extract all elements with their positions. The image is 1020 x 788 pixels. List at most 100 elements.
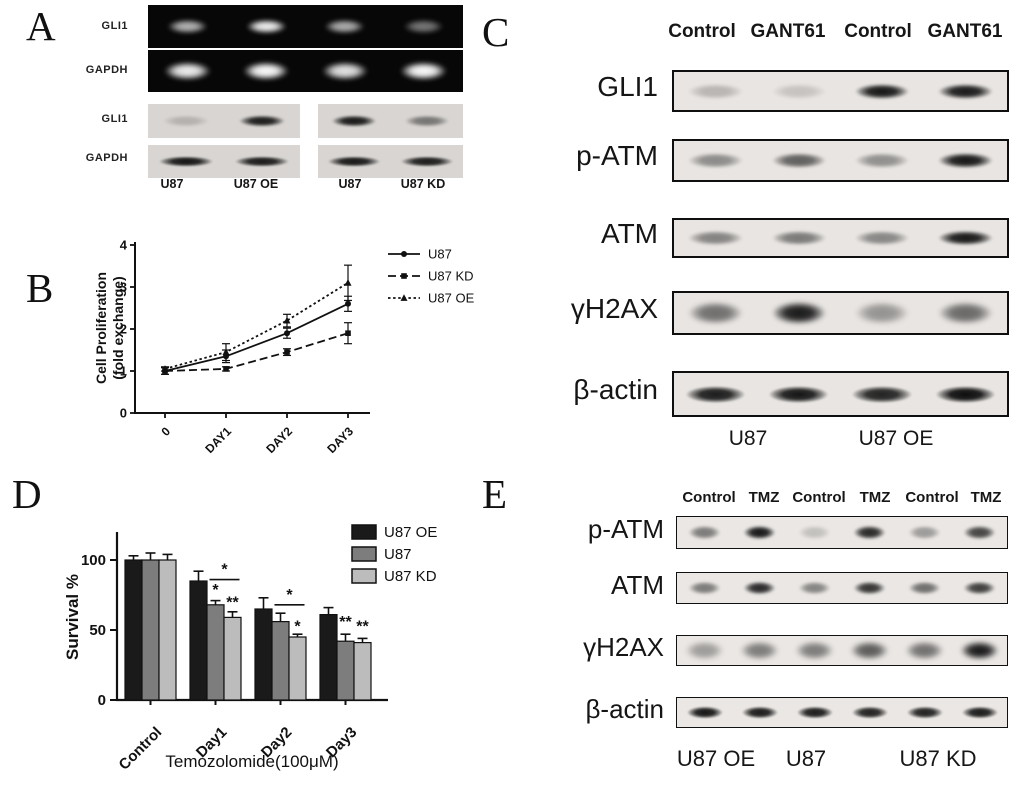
significance-star: **: [356, 618, 369, 635]
legend-entry: U87: [351, 546, 412, 563]
legend-label: U87 OE: [384, 524, 437, 541]
row-label-p-ATM: p-ATM: [587, 514, 664, 544]
row-label-wb-gli1: GLI1: [101, 113, 128, 125]
protein-band: [237, 60, 295, 82]
blot-row-ATM: [676, 572, 1008, 604]
lane-label: U87 KD: [400, 177, 446, 191]
lane-label: U87 OE: [233, 177, 279, 191]
row-label-p-ATM: p-ATM: [576, 140, 658, 171]
significance-star: *: [221, 562, 228, 579]
protein-band: [932, 229, 999, 247]
protein-band: [792, 704, 837, 721]
protein-band: [682, 299, 749, 327]
row-label-γH2AX: γH2AX: [570, 293, 658, 324]
y-tick-label: 1: [120, 364, 127, 379]
protein-band: [394, 154, 459, 169]
legend-swatch: [351, 546, 377, 562]
protein-band: [765, 81, 833, 101]
square-marker: [401, 273, 407, 279]
group-label: U87: [728, 427, 768, 450]
blot-row-GLI1: [672, 70, 1009, 112]
protein-band: [932, 299, 999, 327]
row-label-ATM: ATM: [611, 570, 664, 600]
bar: [288, 636, 307, 701]
protein-band: [241, 17, 291, 36]
significance-star: *: [286, 587, 293, 604]
column-header: TMZ: [748, 489, 780, 506]
protein-band: [845, 383, 919, 405]
column-header: Control: [844, 21, 912, 42]
significance-star: *: [294, 618, 301, 635]
significance-star: **: [339, 614, 352, 631]
protein-band: [395, 60, 452, 82]
protein-band: [316, 60, 374, 82]
group-label: U87: [785, 746, 827, 771]
protein-band: [794, 580, 835, 596]
legend-label: U87 KD: [384, 568, 437, 585]
protein-band: [682, 81, 749, 101]
protein-band: [901, 638, 948, 663]
square-marker: [345, 330, 351, 336]
lane-label: U87: [160, 177, 184, 191]
row-label-β-actin: β-actin: [573, 374, 658, 405]
panel-e-letter: E: [482, 471, 508, 517]
protein-band: [737, 704, 782, 721]
y-tick-label: 0: [98, 692, 106, 709]
wb-gapdh-strip-right: [318, 145, 463, 178]
protein-band: [928, 383, 1002, 405]
bar: [271, 620, 290, 701]
protein-band: [736, 638, 783, 663]
protein-band: [228, 154, 296, 169]
protein-band: [682, 229, 749, 247]
blot-row-γH2AX: [672, 291, 1009, 335]
protein-band: [684, 524, 725, 541]
y-axis-title: Cell Proliferation: [93, 272, 109, 384]
protein-band: [848, 150, 916, 171]
legend-entry: U87 KD: [351, 568, 437, 585]
legend-label: U87: [384, 546, 412, 563]
protein-band: [959, 524, 1000, 541]
protein-band: [681, 638, 728, 663]
protein-band: [765, 229, 833, 247]
protein-band: [678, 383, 753, 405]
y-tick-label: 0: [120, 406, 127, 421]
protein-band: [956, 638, 1003, 663]
protein-band: [233, 113, 291, 129]
protein-band: [932, 81, 999, 101]
y-tick-label: 100: [81, 552, 106, 569]
wb-gli1-strip-left: [148, 104, 300, 138]
protein-band: [849, 580, 890, 596]
panel-d-letter: D: [12, 471, 42, 517]
protein-band: [322, 154, 387, 169]
panel-b-letter: B: [26, 265, 54, 311]
column-header: TMZ: [970, 489, 1002, 506]
protein-band: [765, 299, 833, 327]
series-line: [164, 332, 349, 372]
series-u87: [141, 552, 355, 701]
gel-rt-pcr-GAPDH: [148, 50, 463, 92]
y-tick-label: 4: [120, 238, 128, 253]
triangle-marker: [222, 348, 230, 355]
significance-star: *: [212, 582, 219, 599]
protein-band: [320, 17, 370, 36]
panel-b-proliferation-chart: 0 1 2 3 4 0 DAY1 DAY2 DAY3 Cell Proliferation (fol…: [93, 238, 475, 456]
blot-row-ATM: [672, 218, 1009, 258]
bar: [254, 608, 273, 701]
protein-band: [739, 580, 780, 596]
legend-entry: U87 OE: [351, 524, 437, 541]
series-u87: [161, 295, 352, 375]
legend-label: U87: [428, 247, 452, 262]
series-u87-oe: [124, 554, 338, 701]
protein-band: [791, 638, 838, 663]
protein-band: [957, 704, 1002, 721]
wb-gapdh-strip-left: [148, 145, 300, 178]
row-label-gel-gli1: GLI1: [101, 20, 128, 32]
bar: [158, 559, 177, 701]
triangle-marker: [161, 365, 169, 372]
bar: [141, 559, 160, 701]
protein-band: [157, 113, 215, 129]
series-line: [164, 282, 349, 370]
series-u87-kd: [158, 553, 372, 701]
group-label: U87 KD: [899, 746, 977, 771]
